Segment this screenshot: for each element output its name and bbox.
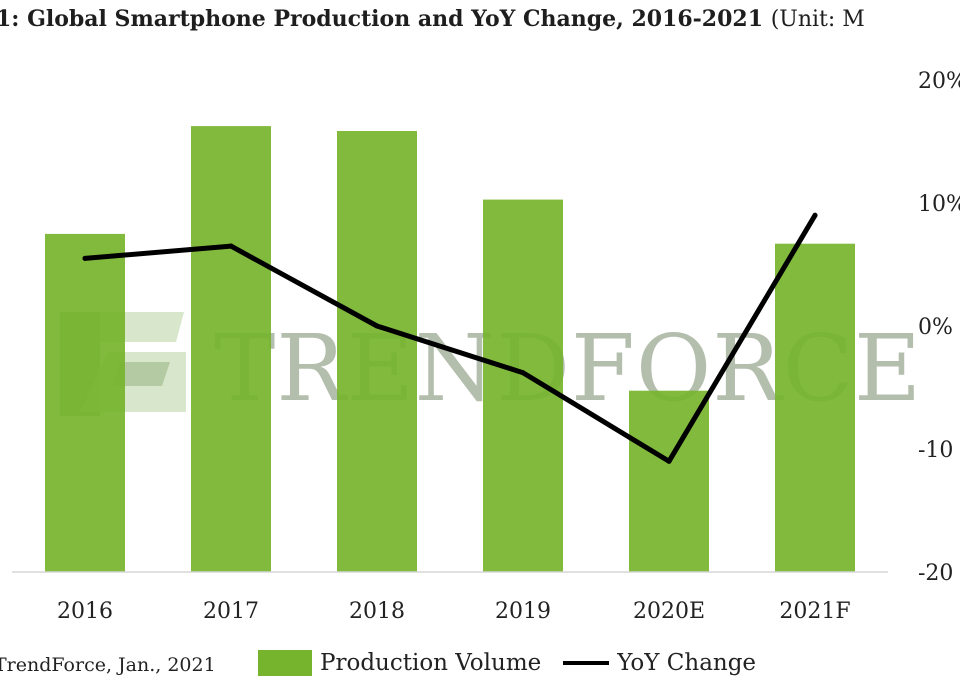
yoy-point-2016 bbox=[82, 255, 88, 261]
source-note: TrendForce, Jan., 2021 bbox=[0, 654, 216, 676]
bar-2018 bbox=[337, 131, 417, 572]
chart-title-unit: (Unit: M bbox=[770, 7, 865, 32]
x-tick-label: 2019 bbox=[495, 599, 551, 624]
yoy-point-2019 bbox=[520, 370, 526, 376]
x-tick-label: 2020E bbox=[633, 599, 705, 624]
bar-2021F bbox=[775, 243, 855, 572]
y2-tick-label: 0% bbox=[918, 315, 953, 340]
legend-label-yoy: YoY Change bbox=[617, 650, 757, 676]
legend: Production Volume YoY Change bbox=[258, 650, 756, 676]
yoy-point-2017 bbox=[228, 243, 234, 249]
chart-title: 1: Global Smartphone Production and YoY … bbox=[0, 6, 865, 32]
yoy-point-2021F bbox=[812, 212, 818, 218]
y2-tick-label: -20 bbox=[918, 561, 953, 586]
y2-tick-label: 20% bbox=[918, 69, 960, 94]
bar-2016 bbox=[45, 233, 125, 572]
x-tick-label: 2018 bbox=[349, 599, 405, 624]
chart-title-main: 1: Global Smartphone Production and YoY … bbox=[0, 6, 764, 32]
bar-2017 bbox=[191, 126, 271, 572]
x-tick-label: 2016 bbox=[57, 599, 113, 624]
bar-2019 bbox=[483, 199, 563, 572]
y2-tick-label: -10 bbox=[918, 438, 953, 463]
legend-swatch-production bbox=[258, 650, 312, 676]
yoy-point-2020E bbox=[666, 458, 672, 464]
legend-swatch-yoy bbox=[563, 661, 610, 665]
legend-label-production: Production Volume bbox=[320, 650, 542, 676]
chart-canvas: TRENDFORCE 2016 2017 2018 2019 2020E 2021F 20… bbox=[12, 69, 960, 624]
y2-tick-label: 10% bbox=[918, 192, 960, 217]
x-tick-label: 2017 bbox=[203, 599, 259, 624]
x-tick-label: 2021F bbox=[779, 599, 850, 624]
yoy-line bbox=[82, 212, 818, 464]
yoy-point-2018 bbox=[374, 323, 380, 329]
